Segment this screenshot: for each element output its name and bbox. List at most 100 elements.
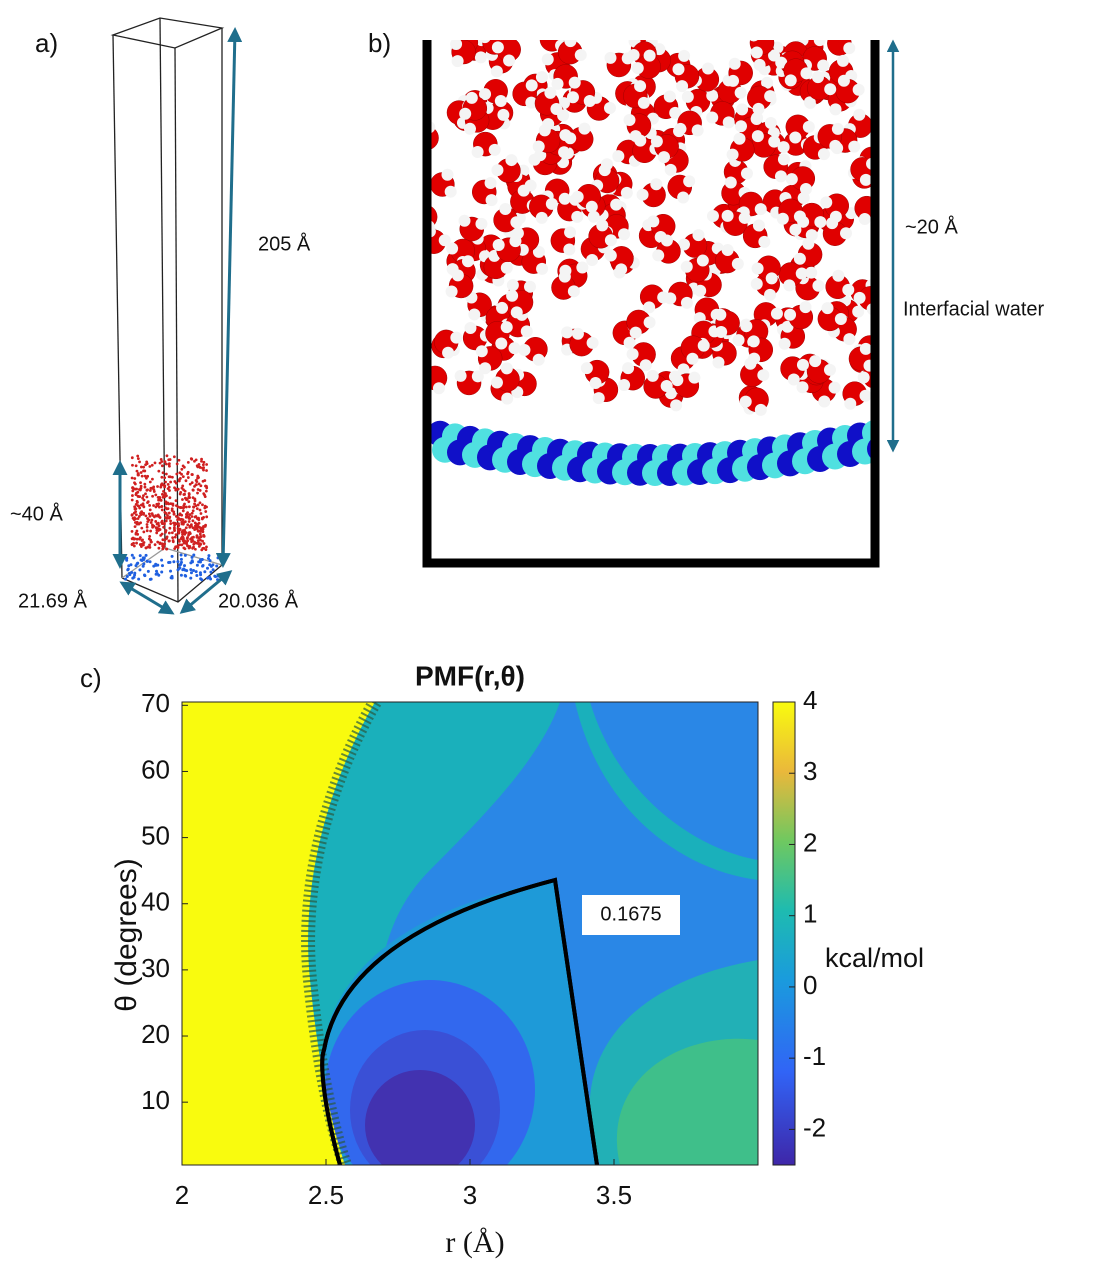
water-particle	[184, 505, 188, 509]
water-particle	[187, 533, 190, 537]
surface-particle	[160, 558, 164, 562]
water-particle	[186, 476, 190, 479]
water-particle	[141, 538, 144, 542]
hydrogen	[587, 210, 600, 223]
hydrogen	[752, 102, 765, 115]
hydrogen	[832, 269, 845, 282]
water-particle	[132, 544, 136, 548]
colorbar-tick-label: 3	[803, 756, 817, 786]
hydrogen	[535, 71, 548, 84]
hydrogen	[789, 131, 802, 144]
water-particle	[156, 513, 160, 517]
water-particle	[148, 480, 152, 484]
water-particle	[154, 493, 158, 497]
surface-particle	[137, 577, 141, 581]
panel-label: a)	[35, 28, 58, 58]
surface-particle	[169, 576, 173, 580]
hydrogen	[438, 234, 451, 247]
hydrogen	[464, 322, 477, 335]
water-particle	[198, 489, 202, 492]
water-particle	[201, 479, 205, 483]
water-particle	[190, 473, 194, 476]
water-particle	[164, 480, 167, 484]
water-particle	[145, 523, 149, 526]
surface-particle	[130, 553, 134, 557]
hydrogen	[604, 249, 617, 262]
water-particle	[183, 539, 186, 543]
hydrogen	[643, 301, 656, 314]
hydrogen	[732, 334, 745, 347]
water-particle	[139, 512, 142, 515]
hydrogen	[734, 120, 747, 133]
dimension-label: 205 Å	[258, 232, 311, 255]
water-particle	[153, 461, 157, 465]
colorbar-tick-label: 2	[803, 827, 817, 857]
hydrogen	[829, 210, 842, 223]
water-particle	[193, 528, 197, 531]
colorbar-tick-label: 0	[803, 970, 817, 1000]
water-particle	[178, 512, 182, 516]
water-particle	[198, 508, 202, 512]
y-tick-label: 60	[141, 754, 170, 784]
water-particle	[138, 460, 141, 464]
water-particle	[194, 483, 198, 487]
x-axis-label: r (Å)	[445, 1226, 504, 1259]
water-particle	[158, 461, 162, 465]
water-particle	[205, 515, 209, 519]
water-particle	[164, 472, 168, 476]
hydrogen	[631, 62, 644, 75]
hydrogen	[802, 120, 815, 133]
surface-particle	[160, 564, 164, 568]
water-particle	[160, 542, 164, 546]
water-particle	[162, 525, 165, 529]
water-particle	[197, 529, 201, 533]
surface-particle	[176, 560, 180, 564]
water-particle	[177, 524, 181, 528]
hydrogen	[432, 382, 445, 395]
hydrogen	[506, 289, 519, 302]
water-particle	[186, 536, 189, 539]
water-particle	[181, 531, 185, 535]
hydrogen	[799, 301, 812, 314]
water-particle	[136, 472, 140, 475]
hydrogen	[615, 263, 628, 276]
water-particle	[160, 482, 164, 486]
water-particle	[158, 516, 162, 519]
surface-particle	[189, 568, 193, 572]
surface-particle	[198, 571, 202, 575]
water-particle	[144, 514, 148, 518]
hydrogen	[500, 321, 513, 334]
water-particle	[160, 505, 164, 508]
surface-particle	[183, 564, 187, 568]
y-axis-label: θ (degrees)	[110, 858, 143, 1011]
surface-particle	[154, 563, 158, 567]
water-particle	[130, 529, 134, 533]
water-particle	[134, 513, 138, 517]
water-particle	[168, 464, 171, 468]
water-particle	[169, 522, 173, 526]
hydrogen	[618, 228, 631, 241]
hydrogen	[740, 167, 753, 180]
water-particle	[196, 503, 200, 507]
hydrogen	[738, 211, 751, 224]
hydrogen	[677, 191, 690, 204]
water-particle	[185, 497, 189, 501]
hydrogen	[509, 235, 522, 248]
surface-particle	[131, 576, 135, 580]
hydrogen	[623, 336, 636, 349]
water-particle	[201, 463, 205, 467]
surface-particle	[208, 563, 212, 567]
water-particle	[131, 494, 134, 497]
water-particle	[193, 502, 196, 506]
hydrogen	[551, 77, 564, 90]
water-particle	[148, 489, 152, 492]
water-particle	[201, 528, 205, 531]
contour-line	[320, 877, 599, 1165]
water-particle	[163, 476, 167, 480]
hydrogen	[475, 345, 488, 358]
water-particle	[138, 506, 142, 510]
water-particle	[185, 513, 189, 516]
hydrogen	[820, 196, 833, 209]
water-particle	[165, 454, 169, 458]
hydrogen	[623, 113, 636, 126]
